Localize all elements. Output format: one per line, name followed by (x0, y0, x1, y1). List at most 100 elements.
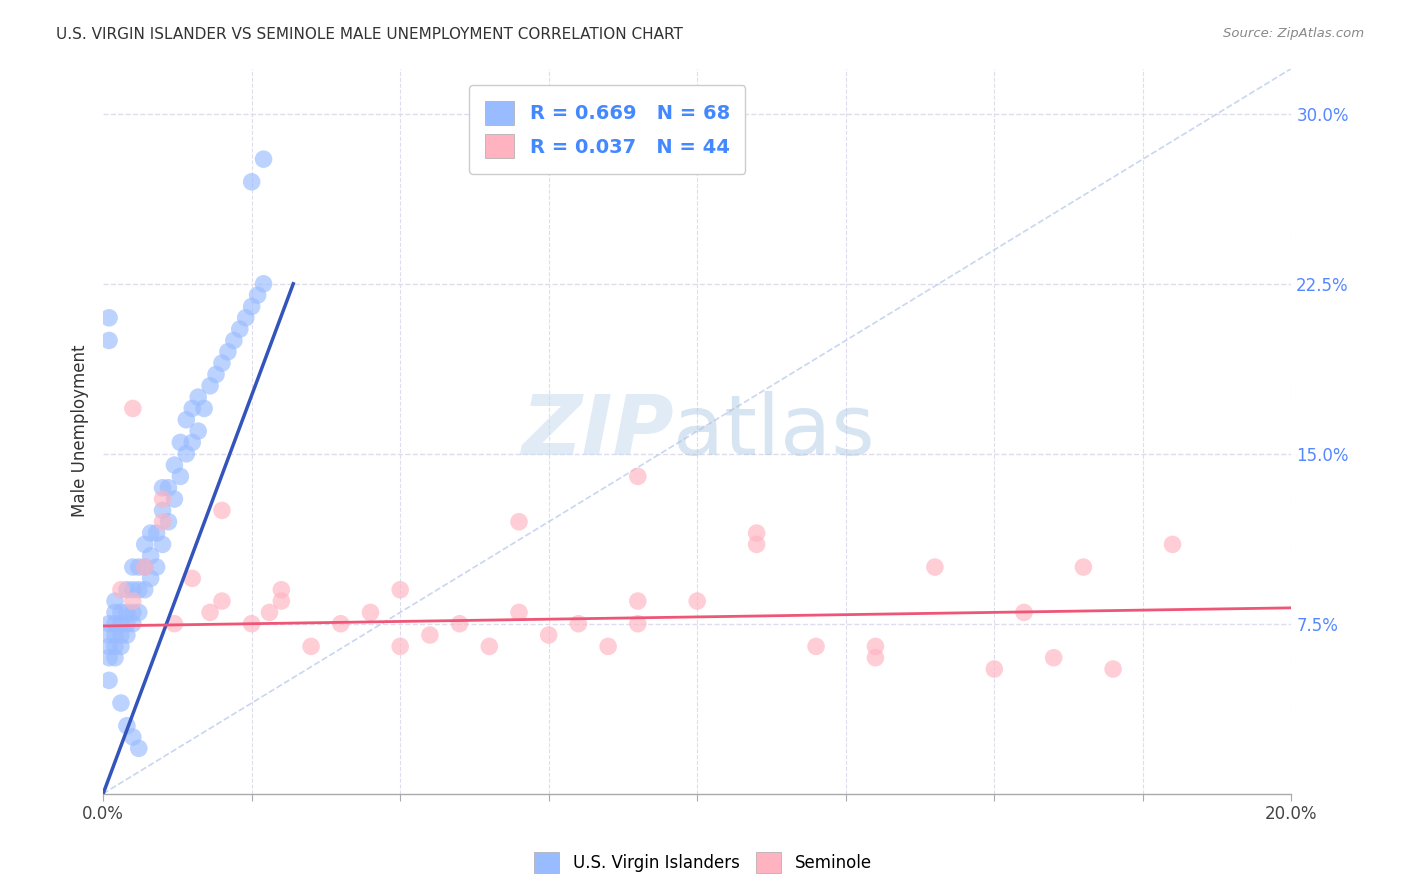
Point (627, 616, 650, 631)
Point (229, 322, 252, 336)
Point (240, 616, 263, 631)
Point (121, 582, 143, 597)
Point (104, 640, 127, 654)
Point (359, 606, 381, 620)
Point (1073, 560, 1095, 574)
Point (134, 560, 156, 574)
Point (139, 526, 162, 541)
Point (478, 640, 501, 654)
Point (134, 537, 156, 551)
Point (567, 616, 589, 631)
Point (686, 594, 709, 608)
Point (121, 560, 143, 574)
Point (240, 300, 263, 314)
Point (110, 582, 132, 597)
Legend: R = 0.669   N = 68, R = 0.037   N = 44: R = 0.669 N = 68, R = 0.037 N = 44 (470, 86, 745, 174)
Point (98, 310, 121, 325)
Point (163, 492, 186, 507)
Point (115, 616, 138, 631)
Point (419, 628, 441, 642)
Point (121, 594, 143, 608)
Point (1012, 606, 1035, 620)
Legend: U.S. Virgin Islanders, Seminole: U.S. Virgin Islanders, Seminole (527, 846, 879, 880)
Point (152, 537, 174, 551)
Point (745, 526, 768, 541)
Point (104, 650, 127, 665)
Point (157, 481, 180, 495)
Point (98, 673, 121, 688)
Point (110, 696, 132, 710)
Point (152, 503, 174, 517)
Text: atlas: atlas (673, 391, 875, 472)
Point (1042, 650, 1064, 665)
Point (181, 435, 204, 450)
Point (115, 582, 138, 597)
Point (121, 401, 143, 416)
Point (865, 640, 887, 654)
Point (139, 571, 162, 585)
Point (270, 594, 292, 608)
Point (152, 492, 174, 507)
Point (508, 606, 530, 620)
Point (537, 628, 560, 642)
Point (181, 571, 204, 585)
Point (128, 560, 150, 574)
Point (389, 640, 412, 654)
Point (110, 628, 132, 642)
Point (627, 469, 650, 483)
Point (299, 640, 322, 654)
Point (1161, 537, 1184, 551)
Point (104, 606, 127, 620)
Point (329, 616, 352, 631)
Point (98, 616, 121, 631)
Point (110, 616, 132, 631)
Point (98, 334, 121, 348)
Point (270, 582, 292, 597)
Point (222, 334, 245, 348)
Point (217, 344, 239, 359)
Point (121, 606, 143, 620)
Point (163, 458, 186, 472)
Point (176, 413, 198, 427)
Point (198, 378, 221, 392)
Point (98, 650, 121, 665)
Point (128, 582, 150, 597)
Point (1102, 662, 1125, 676)
Point (163, 616, 186, 631)
Point (128, 741, 150, 756)
Point (134, 582, 156, 597)
Point (449, 616, 471, 631)
Point (169, 469, 191, 483)
Point (193, 401, 215, 416)
Point (98, 640, 121, 654)
Point (211, 594, 233, 608)
Point (259, 606, 281, 620)
Point (187, 390, 209, 404)
Point (389, 582, 412, 597)
Point (115, 628, 138, 642)
Text: Source: ZipAtlas.com: Source: ZipAtlas.com (1223, 27, 1364, 40)
Point (110, 640, 132, 654)
Point (246, 288, 269, 302)
Point (145, 526, 167, 541)
Point (211, 356, 233, 370)
Point (235, 310, 257, 325)
Point (104, 594, 127, 608)
Point (745, 537, 768, 551)
Point (152, 515, 174, 529)
Point (121, 730, 143, 744)
Point (198, 606, 221, 620)
Point (211, 503, 233, 517)
Point (187, 424, 209, 438)
Point (865, 650, 887, 665)
Point (169, 435, 191, 450)
Point (598, 640, 620, 654)
Point (121, 616, 143, 631)
Point (152, 481, 174, 495)
Point (128, 606, 150, 620)
Point (181, 401, 204, 416)
Point (98, 628, 121, 642)
Point (252, 277, 274, 291)
Point (205, 368, 228, 382)
Y-axis label: Male Unemployment: Male Unemployment (72, 345, 89, 517)
